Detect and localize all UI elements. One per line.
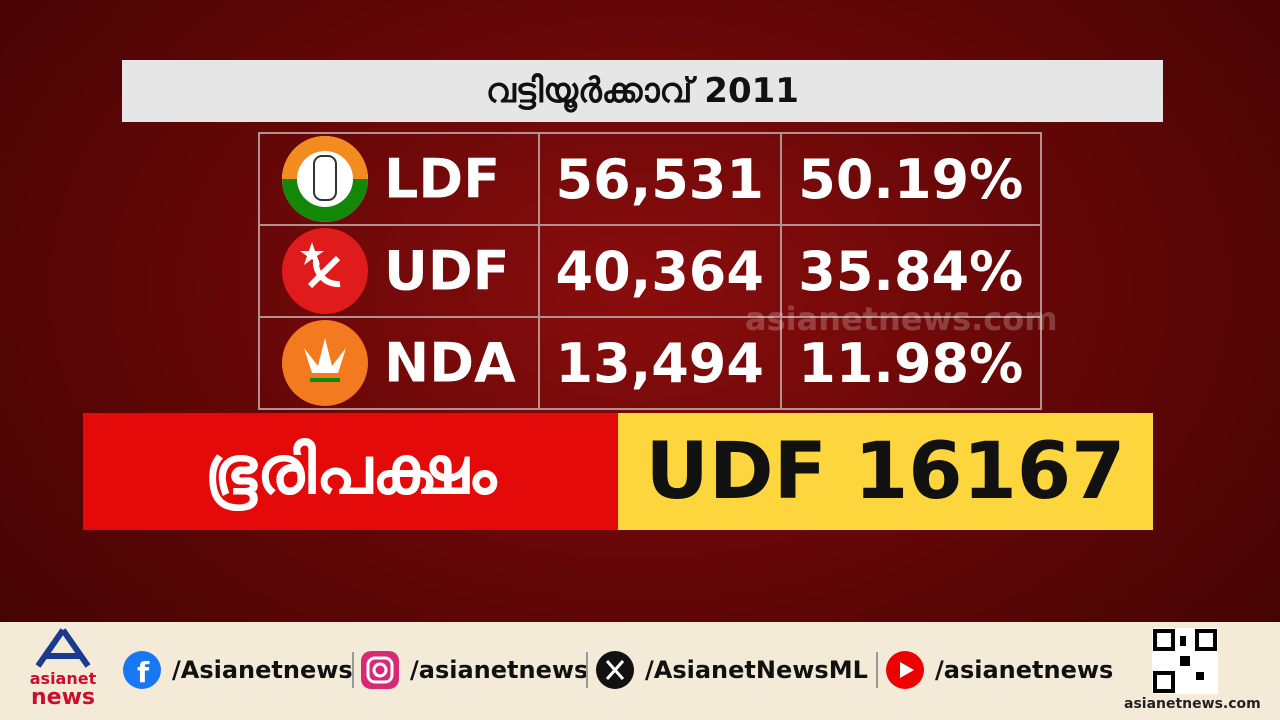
party: LDF: [384, 147, 501, 211]
votes: 56,531: [538, 132, 782, 226]
handle: /asianetnews: [410, 656, 589, 684]
social: /asianetnews: [885, 650, 1113, 690]
row: LDF 56,531 50.19%: [258, 132, 1042, 226]
votes: 40,364: [538, 224, 782, 318]
party: NDA: [384, 331, 516, 395]
logo-text: asianet: [29, 669, 97, 688]
logo-text: news: [30, 685, 95, 710]
social: /AsianetNewsML: [595, 650, 868, 690]
facebook-icon: f: [123, 651, 161, 689]
party-symbol: [282, 228, 368, 314]
x-icon: [596, 651, 634, 689]
youtube-icon: [886, 651, 924, 689]
handle: /Asianetnews: [172, 656, 353, 684]
title: വട്ടിയൂർക്കാവ് 2011: [122, 60, 1163, 122]
watermark: asianetnews.com: [745, 300, 1058, 338]
handle: /asianetnews: [935, 656, 1114, 684]
results-table: LDF 56,531 50.19% UDF 40,364 35.84% NDA …: [258, 132, 1042, 410]
separator: [876, 652, 878, 688]
website: asianetnews.com: [1124, 696, 1261, 712]
separator: [586, 652, 588, 688]
share: 11.98%: [779, 316, 1042, 410]
party-cell: LDF: [258, 132, 540, 226]
row: UDF 40,364 35.84%: [258, 224, 1042, 318]
majority-label: ഭൂരിപക്ഷം: [83, 413, 618, 530]
party-symbol: [282, 136, 368, 222]
instagram-icon: [361, 651, 399, 689]
party-symbol: [282, 320, 368, 406]
row: NDA 13,494 11.98%: [258, 316, 1042, 410]
footer: [0, 622, 1280, 720]
social: f/Asianetnews: [122, 650, 353, 690]
social: /asianetnews: [360, 650, 588, 690]
svg-text:f: f: [137, 656, 150, 689]
party-cell: UDF: [258, 224, 540, 318]
share: 35.84%: [779, 224, 1042, 318]
share: 50.19%: [779, 132, 1042, 226]
logo-mark: [35, 628, 91, 668]
separator: [352, 652, 354, 688]
party: UDF: [384, 239, 510, 303]
votes: 13,494: [538, 316, 782, 410]
logo: asianet news: [18, 628, 108, 709]
party-cell: NDA: [258, 316, 540, 410]
handle: /AsianetNewsML: [645, 656, 868, 684]
majority-value: UDF 16167: [618, 413, 1153, 530]
qr-code: [1152, 628, 1218, 694]
